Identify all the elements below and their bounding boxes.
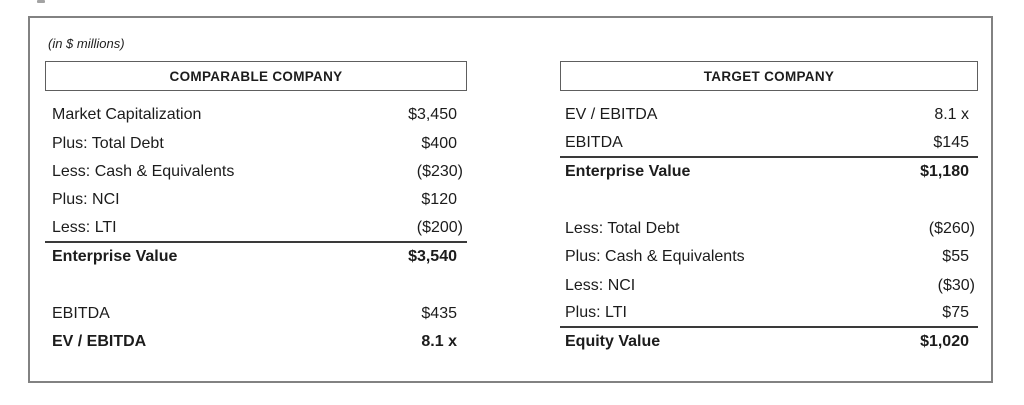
row-label: Plus: LTI xyxy=(565,303,627,321)
table-row: Plus: LTI $75 xyxy=(560,300,978,329)
row-label: Less: Cash & Equivalents xyxy=(52,162,235,180)
row-value: ($200) xyxy=(416,218,463,236)
row-value: $3,450 xyxy=(408,106,457,124)
row-label: Market Capitalization xyxy=(52,106,202,124)
row-value: ($30) xyxy=(937,276,975,294)
row-value: $145 xyxy=(933,133,969,151)
row-label: Less: Total Debt xyxy=(565,219,680,237)
row-label: Plus: Cash & Equivalents xyxy=(565,248,745,266)
target-company-header-label: TARGET COMPANY xyxy=(703,68,835,84)
table-row: EBITDA $435 xyxy=(45,300,467,328)
units-note: (in $ millions) xyxy=(48,36,125,51)
row-value: $1,180 xyxy=(920,162,969,180)
table-row-blank xyxy=(45,271,467,299)
comparable-company-header: COMPARABLE COMPANY xyxy=(45,61,467,91)
row-value: $435 xyxy=(421,304,457,322)
row-value: $75 xyxy=(942,303,969,321)
row-value: $1,020 xyxy=(920,333,969,351)
table-row: EV / EBITDA 8.1 x xyxy=(45,328,467,356)
row-label: Plus: Total Debt xyxy=(52,134,164,152)
row-value: $120 xyxy=(421,191,457,209)
row-label: Equity Value xyxy=(565,333,661,351)
table-row: Less: Cash & Equivalents ($230) xyxy=(45,158,467,186)
table-row: EV / EBITDA 8.1 x xyxy=(560,101,978,129)
row-value: 8.1 x xyxy=(421,333,457,351)
comparable-company-header-label: COMPARABLE COMPANY xyxy=(169,68,343,84)
target-company-header: TARGET COMPANY xyxy=(560,61,978,91)
table-row: Plus: NCI $120 xyxy=(45,186,467,214)
table-row: EBITDA $145 xyxy=(560,129,978,158)
cropped-text-artifact xyxy=(37,0,45,3)
table-row: Market Capitalization $3,450 xyxy=(45,101,467,129)
row-label: EBITDA xyxy=(52,304,110,322)
comparable-company-table: Market Capitalization $3,450 Plus: Total D… xyxy=(45,101,467,357)
row-label: EV / EBITDA xyxy=(565,106,658,124)
row-label: Less: LTI xyxy=(52,218,117,236)
row-value: ($260) xyxy=(928,219,975,237)
row-value: $3,540 xyxy=(408,248,457,266)
table-row: Plus: Total Debt $400 xyxy=(45,129,467,157)
table-row: Plus: Cash & Equivalents $55 xyxy=(560,243,978,271)
row-label: EBITDA xyxy=(565,133,623,151)
table-row: Equity Value $1,020 xyxy=(560,328,978,356)
row-label: EV / EBITDA xyxy=(52,333,147,351)
table-row-blank xyxy=(560,186,978,214)
target-company-table: EV / EBITDA 8.1 x EBITDA $145 Enterprise Val… xyxy=(560,101,978,357)
row-label: Less: NCI xyxy=(565,276,636,294)
row-value: $55 xyxy=(942,248,969,266)
table-row: Less: LTI ($200) xyxy=(45,215,467,243)
row-value: ($230) xyxy=(416,162,463,180)
table-row: Enterprise Value $3,540 xyxy=(45,243,467,271)
table-row: Enterprise Value $1,180 xyxy=(560,158,978,186)
row-label: Enterprise Value xyxy=(52,248,178,266)
table-row: Less: Total Debt ($260) xyxy=(560,215,978,243)
row-value: $400 xyxy=(421,134,457,152)
row-label: Plus: NCI xyxy=(52,191,120,209)
row-label: Enterprise Value xyxy=(565,162,691,180)
row-value: 8.1 x xyxy=(934,106,969,124)
table-row: Less: NCI ($30) xyxy=(560,271,978,299)
